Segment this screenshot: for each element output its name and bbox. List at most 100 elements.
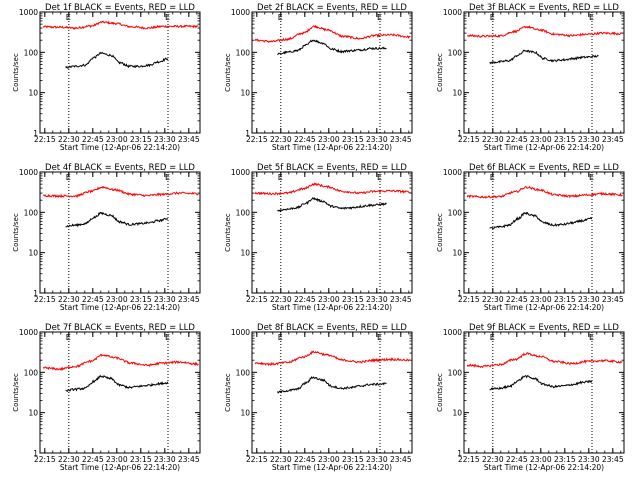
lld-series-line bbox=[254, 350, 411, 367]
y-tick-label: 10 bbox=[240, 409, 250, 418]
x-tick-label: 23:30 bbox=[578, 455, 600, 464]
y-axis-label: Counts/sec bbox=[12, 373, 20, 412]
y-tick-label: 10 bbox=[28, 89, 38, 98]
y-tick-label: 1000 bbox=[231, 168, 250, 177]
marker-label: E bbox=[165, 173, 170, 182]
y-axis-label: Counts/sec bbox=[224, 213, 232, 252]
x-tick-label: 23:45 bbox=[178, 295, 200, 304]
x-tick-label: 22:30 bbox=[482, 455, 504, 464]
y-tick-label: 1 bbox=[33, 289, 38, 298]
x-tick-label: 23:00 bbox=[106, 455, 128, 464]
marker-label: E bbox=[278, 173, 283, 182]
plot-frame bbox=[463, 11, 625, 134]
plot-frame bbox=[39, 331, 201, 454]
x-tick-label: 23:00 bbox=[106, 295, 128, 304]
marker-label: E bbox=[589, 173, 594, 182]
plot-panel-5: Det 5f BLACK = Events, RED = LLD 1 10 100 10… bbox=[224, 163, 413, 312]
y-tick-label: 1000 bbox=[231, 8, 250, 17]
marker-label: E bbox=[66, 13, 71, 22]
y-tick-label: 1000 bbox=[443, 8, 462, 17]
x-tick-label: 22:45 bbox=[506, 135, 528, 144]
plot-panel-9: Det 9f BLACK = Events, RED = LLD 1 10 100 10… bbox=[436, 323, 625, 472]
plot-title: Det 8f BLACK = Events, RED = LLD bbox=[257, 323, 407, 333]
y-tick-label: 1 bbox=[457, 129, 462, 138]
marker-label: E bbox=[490, 333, 495, 342]
x-tick-label: 23:15 bbox=[342, 135, 364, 144]
x-tick-label: 23:15 bbox=[130, 295, 152, 304]
marker-label: E bbox=[377, 333, 382, 342]
marker-label: E bbox=[377, 173, 382, 182]
x-tick-label: 22:30 bbox=[58, 135, 80, 144]
x-tick-label: 23:15 bbox=[554, 295, 576, 304]
x-tick-label: 22:30 bbox=[58, 455, 80, 464]
x-tick-label: 23:15 bbox=[554, 455, 576, 464]
x-axis-label: Start Time (12-Apr-06 22:14:20) bbox=[484, 463, 604, 472]
plot-title: Det 6f BLACK = Events, RED = LLD bbox=[469, 163, 619, 173]
y-tick-label: 1 bbox=[245, 289, 250, 298]
marker-label: E bbox=[66, 333, 71, 342]
x-tick-label: 23:45 bbox=[390, 295, 412, 304]
events-series-line bbox=[489, 49, 599, 65]
x-tick-label: 23:00 bbox=[530, 455, 552, 464]
x-axis-label: Start Time (12-Apr-06 22:14:20) bbox=[484, 143, 604, 152]
plot-panel-7: Det 7f BLACK = Events, RED = LLD 1 10 100 10… bbox=[12, 323, 201, 472]
x-tick-label: 22:45 bbox=[82, 295, 104, 304]
x-tick-label: 22:30 bbox=[58, 295, 80, 304]
events-series-line bbox=[277, 39, 387, 56]
x-tick-label: 22:15 bbox=[246, 135, 268, 144]
x-tick-label: 23:45 bbox=[178, 135, 200, 144]
events-series-line bbox=[65, 211, 169, 228]
x-tick-label: 22:15 bbox=[34, 295, 56, 304]
plot-panel-1: Det 1f BLACK = Events, RED = LLD 1 10 100 10… bbox=[12, 3, 201, 152]
x-tick-label: 23:15 bbox=[130, 135, 152, 144]
x-tick-label: 23:15 bbox=[342, 295, 364, 304]
y-tick-label: 10 bbox=[452, 89, 462, 98]
x-tick-label: 22:15 bbox=[246, 455, 268, 464]
x-axis-label: Start Time (12-Apr-06 22:14:20) bbox=[60, 143, 180, 152]
y-tick-label: 10 bbox=[28, 409, 38, 418]
plot-title: Det 7f BLACK = Events, RED = LLD bbox=[45, 323, 195, 333]
x-tick-label: 23:00 bbox=[318, 295, 340, 304]
x-tick-label: 22:15 bbox=[458, 295, 480, 304]
y-axis-label: Counts/sec bbox=[436, 213, 444, 252]
plot-panel-3: Det 3f BLACK = Events, RED = LLD 1 10 100 10… bbox=[436, 3, 625, 152]
plot-title: Det 1f BLACK = Events, RED = LLD bbox=[45, 3, 195, 13]
y-axis-label: Counts/sec bbox=[224, 373, 232, 412]
y-tick-label: 1 bbox=[457, 289, 462, 298]
x-tick-label: 23:00 bbox=[530, 295, 552, 304]
x-tick-label: 23:45 bbox=[390, 135, 412, 144]
plot-title: Det 4f BLACK = Events, RED = LLD bbox=[45, 163, 195, 173]
x-tick-label: 23:45 bbox=[602, 295, 624, 304]
lld-series-line bbox=[42, 20, 199, 30]
plot-frame bbox=[39, 11, 201, 134]
plot-frame bbox=[251, 331, 413, 454]
y-axis-label: Counts/sec bbox=[436, 373, 444, 412]
marker-label: E bbox=[589, 13, 594, 22]
x-tick-label: 22:45 bbox=[506, 455, 528, 464]
plot-panel-8: Det 8f BLACK = Events, RED = LLD 1 10 100 10… bbox=[224, 323, 413, 472]
plot-panel-2: Det 2f BLACK = Events, RED = LLD 1 10 100 10… bbox=[224, 3, 413, 152]
y-tick-label: 100 bbox=[448, 208, 463, 217]
y-tick-label: 1000 bbox=[443, 328, 462, 337]
x-axis-label: Start Time (12-Apr-06 22:14:20) bbox=[272, 143, 392, 152]
x-tick-label: 22:45 bbox=[506, 295, 528, 304]
x-tick-label: 22:15 bbox=[34, 135, 56, 144]
plot-frame bbox=[463, 331, 625, 454]
y-tick-label: 100 bbox=[236, 208, 251, 217]
x-tick-label: 22:45 bbox=[294, 455, 316, 464]
x-tick-label: 23:30 bbox=[366, 295, 388, 304]
plot-title: Det 3f BLACK = Events, RED = LLD bbox=[469, 3, 619, 13]
marker-label: E bbox=[377, 13, 382, 22]
plot-panel-6: Det 6f BLACK = Events, RED = LLD 1 10 100 10… bbox=[436, 163, 625, 312]
plot-title: Det 5f BLACK = Events, RED = LLD bbox=[257, 163, 407, 173]
y-tick-label: 1000 bbox=[19, 328, 38, 337]
x-tick-label: 23:30 bbox=[578, 295, 600, 304]
x-tick-label: 23:30 bbox=[366, 455, 388, 464]
y-tick-label: 10 bbox=[240, 249, 250, 258]
y-axis-label: Counts/sec bbox=[436, 53, 444, 92]
lld-series-line bbox=[466, 24, 623, 39]
x-tick-label: 22:15 bbox=[246, 295, 268, 304]
y-axis-label: Counts/sec bbox=[12, 213, 20, 252]
y-tick-label: 1 bbox=[457, 449, 462, 458]
